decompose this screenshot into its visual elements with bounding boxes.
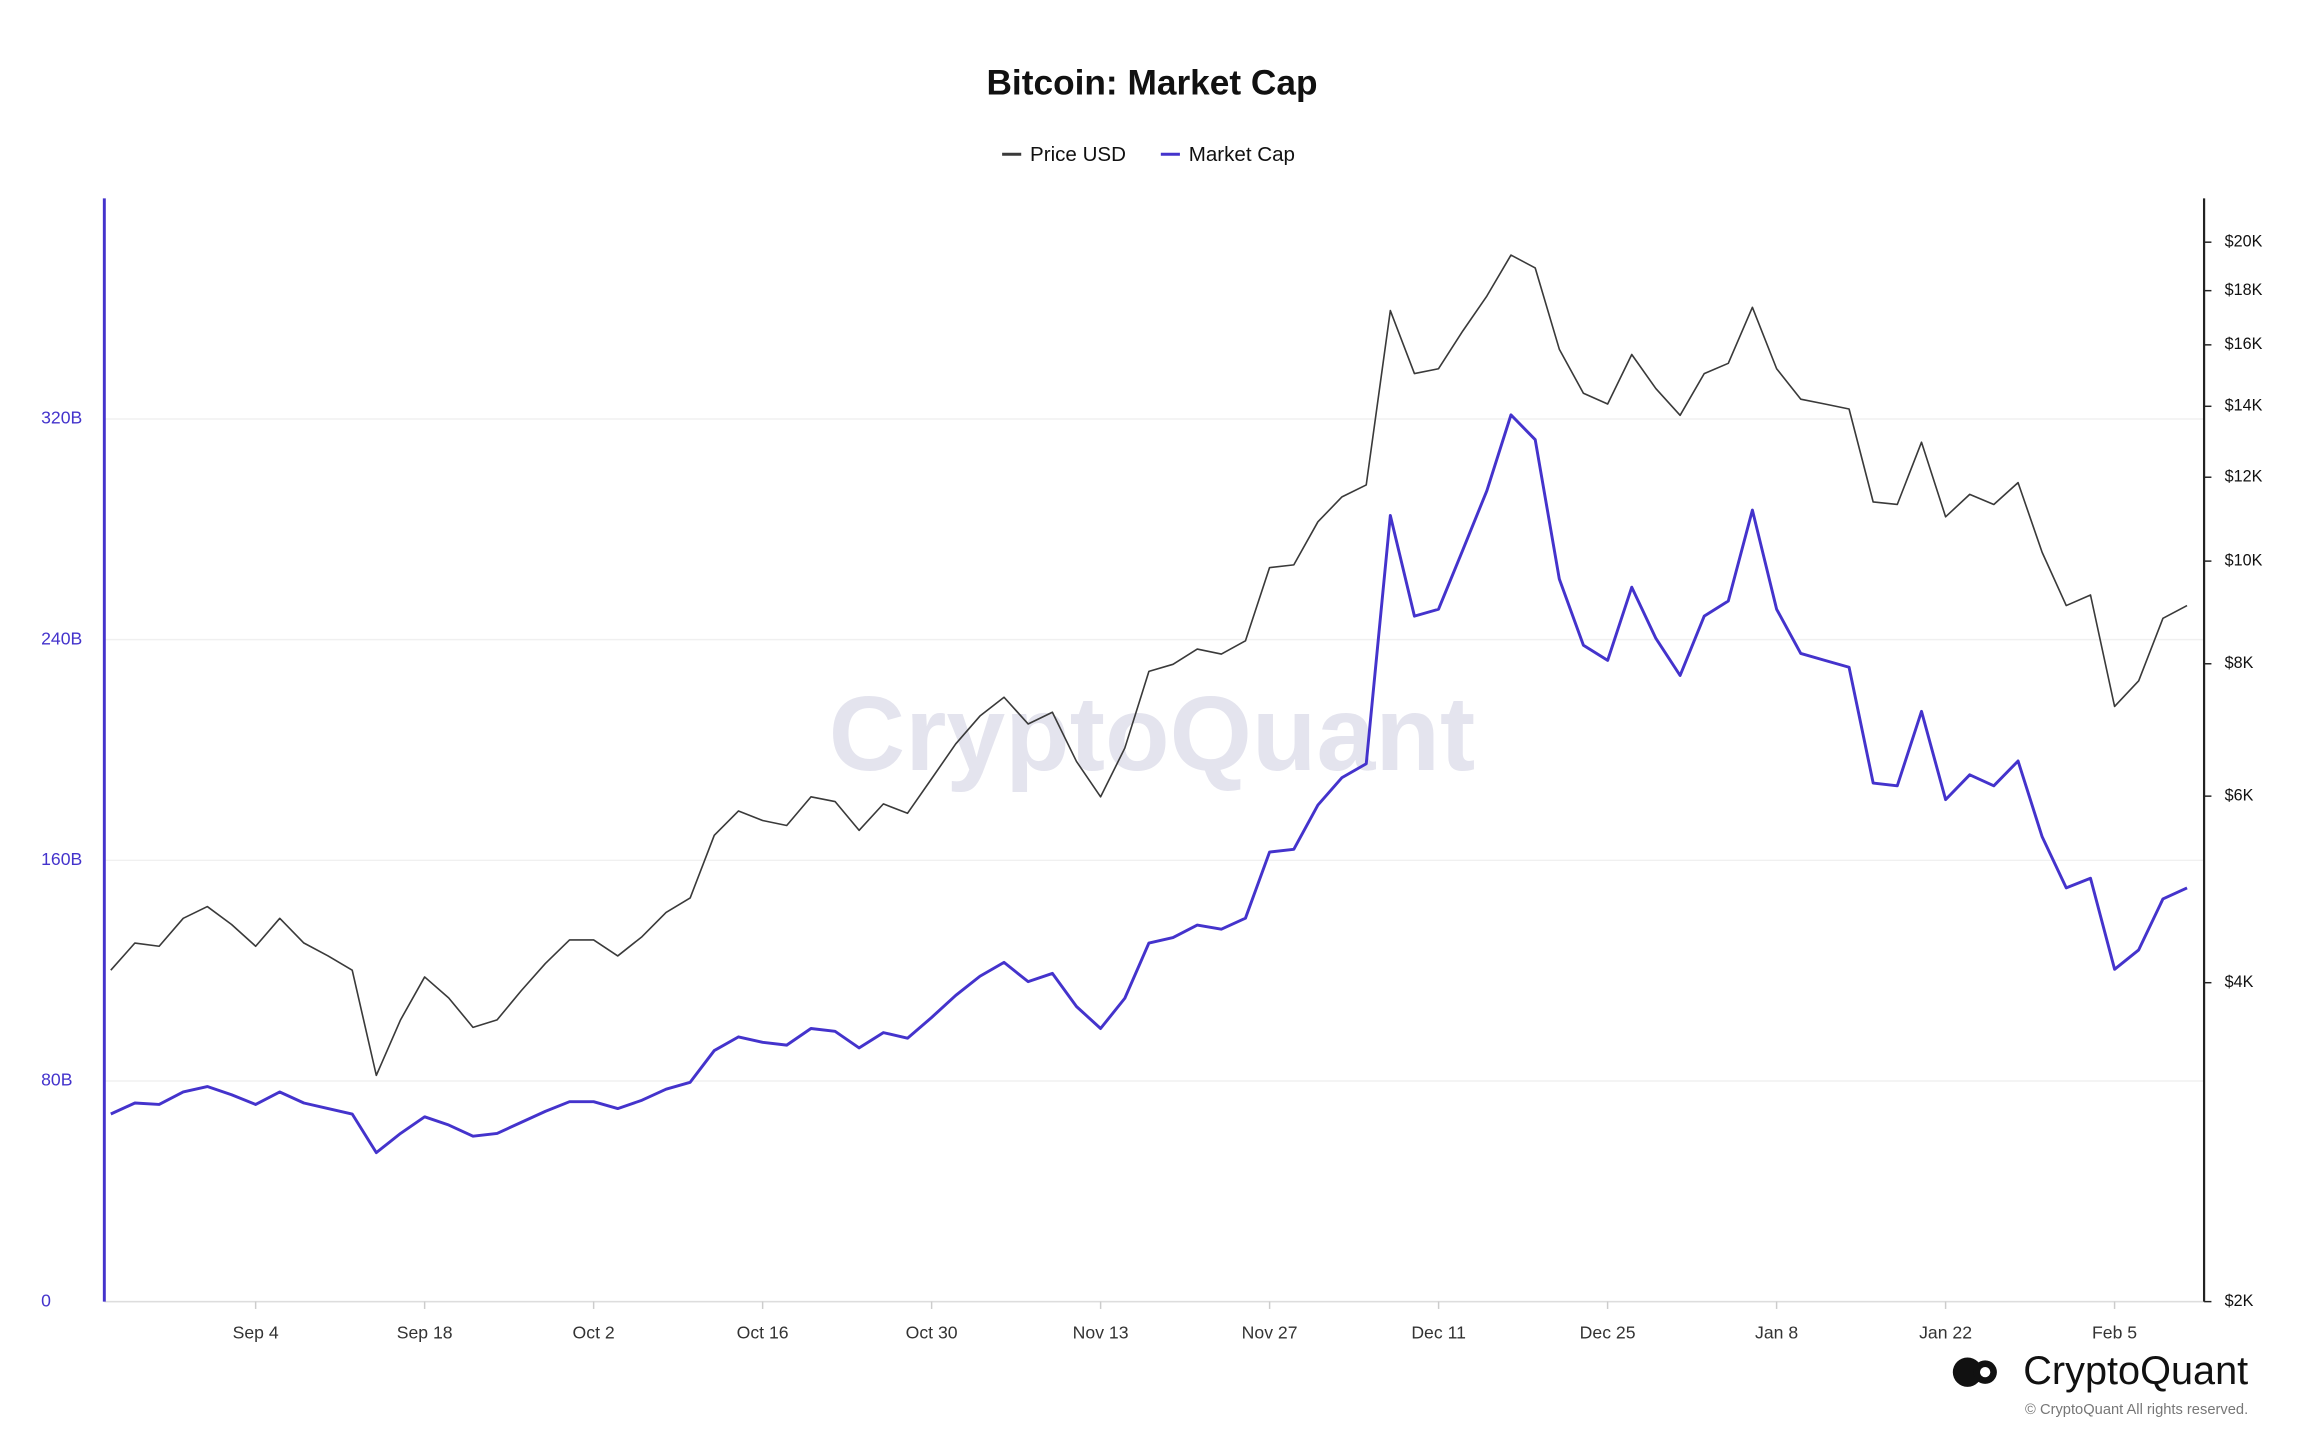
x-tick-label: Jan 8 <box>1755 1323 1798 1343</box>
y-tick-label: 240B <box>41 628 82 648</box>
brand: CryptoQuant <box>2023 1349 2248 1393</box>
x-tick-label: Sep 4 <box>233 1323 279 1343</box>
logo-circle <box>1952 1357 1983 1387</box>
y2-tick-label: $4K <box>2225 973 2254 991</box>
y2-tick-label: $18K <box>2225 281 2263 299</box>
y-tick-label: 160B <box>41 849 82 869</box>
series-line <box>110 254 2188 1077</box>
legend-label: Price USD <box>1030 143 1126 166</box>
x-tick-label: Oct 30 <box>906 1323 958 1343</box>
x-tick-label: Feb 5 <box>2092 1323 2137 1343</box>
x-tick-label: Dec 11 <box>1411 1323 1466 1343</box>
y2-tick-label: $16K <box>2225 335 2263 353</box>
series-line <box>110 413 2188 1155</box>
y2-tick-label: $10K <box>2225 551 2263 569</box>
watermark: CryptoQuant <box>829 675 1475 793</box>
y2-tick-label: $8K <box>2225 654 2254 672</box>
y2-tick-label: $14K <box>2225 397 2263 415</box>
brand-logo <box>1952 1357 1997 1387</box>
x-tick-label: Dec 25 <box>1580 1323 1636 1343</box>
x-tick-label: Nov 27 <box>1242 1323 1298 1343</box>
logo-hole <box>1980 1366 1991 1378</box>
y-tick-label: 320B <box>41 408 82 428</box>
y-tick-label: 80B <box>41 1070 72 1090</box>
y2-tick-label: $20K <box>2225 232 2263 250</box>
x-tick-label: Oct 16 <box>737 1323 789 1343</box>
x-tick-label: Sep 18 <box>397 1323 453 1343</box>
y2-tick-label: $6K <box>2225 786 2254 804</box>
chart-title: Bitcoin: Market Cap <box>986 64 1317 103</box>
x-tick-label: Oct 2 <box>573 1323 615 1343</box>
copyright: © CryptoQuant All rights reserved. <box>2025 1402 2248 1418</box>
y2-tick-label: $2K <box>2225 1292 2254 1310</box>
x-tick-label: Nov 13 <box>1073 1323 1129 1343</box>
y-tick-label: 0 <box>41 1290 51 1310</box>
x-tick-label: Jan 22 <box>1919 1323 1972 1343</box>
legend-label: Market Cap <box>1189 143 1295 166</box>
y2-tick-label: $12K <box>2225 467 2263 485</box>
